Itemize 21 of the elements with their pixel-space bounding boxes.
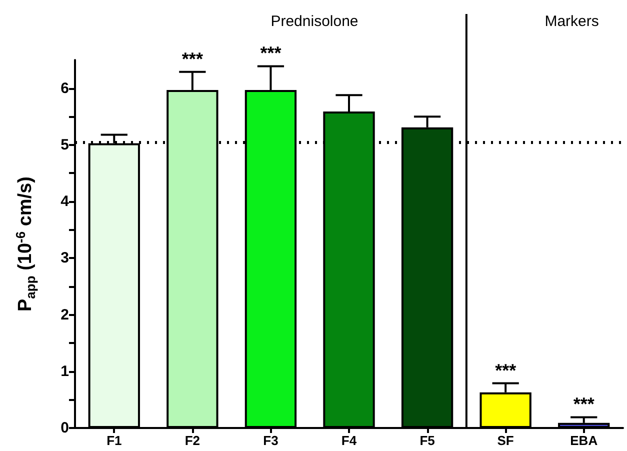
x-tick-label: SF <box>497 433 514 448</box>
y-tick-label: 3 <box>60 250 69 267</box>
text: Markers <box>544 13 599 30</box>
text: Prednisolone <box>270 13 358 30</box>
x-tick-label: F4 <box>341 433 358 448</box>
annotation: *** <box>573 394 594 414</box>
y-tick-label: 2 <box>60 306 69 324</box>
annotation: *** <box>182 48 203 69</box>
annotation: *** <box>260 43 282 64</box>
y-tick-label: 1 <box>60 362 69 380</box>
x-tick-label: EBA <box>570 433 598 448</box>
x-tick-label: F1 <box>106 433 122 448</box>
x-tick-label: F3 <box>263 433 278 448</box>
y-axis-title: Papp (10-6 cm/s) <box>13 176 38 312</box>
y-tick-label: 0 <box>60 420 69 436</box>
x-tick-label: F5 <box>420 433 435 448</box>
y-tick-label: 6 <box>60 80 69 97</box>
annotation: *** <box>495 360 516 380</box>
y-tick-label: 5 <box>60 136 69 154</box>
x-tick-label: F2 <box>184 433 200 448</box>
y-tick-label: 4 <box>60 193 70 210</box>
